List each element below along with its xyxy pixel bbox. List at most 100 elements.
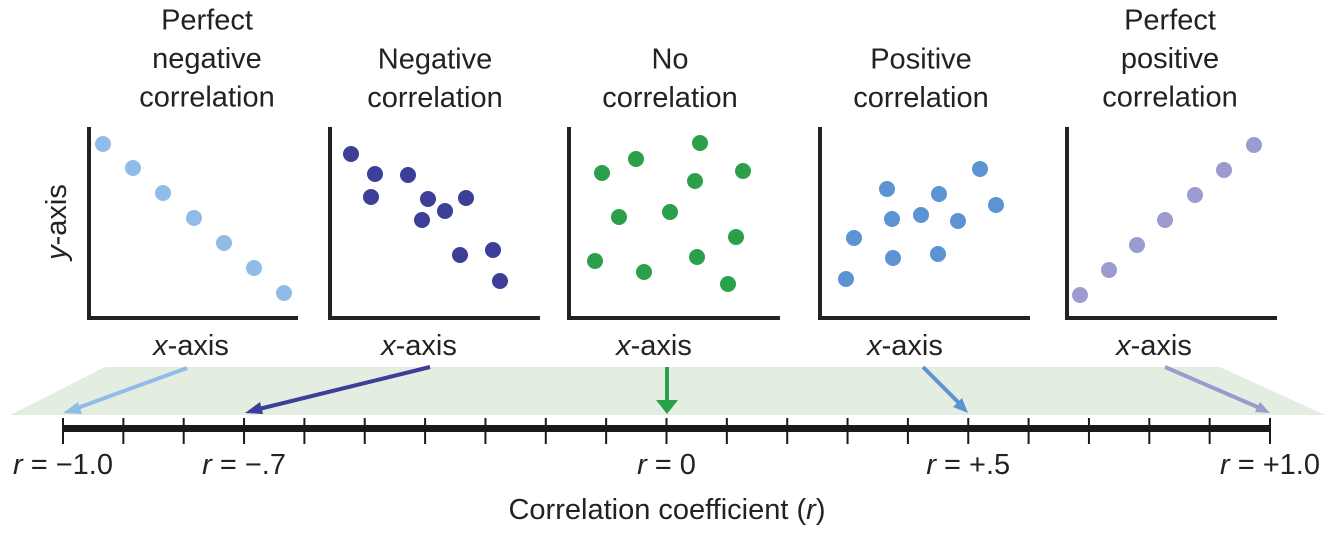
panel-title: Perfect — [1124, 5, 1216, 37]
text-part: -axis — [631, 330, 692, 362]
dot — [95, 136, 111, 152]
dot — [628, 151, 644, 167]
text-part: x — [1114, 330, 1132, 362]
dot — [594, 165, 610, 181]
dot — [1072, 287, 1088, 303]
text-part: r — [637, 449, 648, 481]
scale-label: r = 0 — [637, 449, 696, 481]
dot — [1246, 137, 1262, 153]
dot — [125, 160, 141, 176]
dot — [611, 209, 627, 225]
text-part: r — [202, 449, 213, 481]
dot — [735, 163, 751, 179]
number-line-ticks — [62, 418, 1271, 444]
dot — [452, 247, 468, 263]
panel-title: correlation — [1102, 82, 1237, 114]
dot — [276, 285, 292, 301]
dot — [492, 273, 508, 289]
panel-title: correlation — [367, 82, 502, 114]
text-part: x — [379, 330, 397, 362]
dot — [400, 167, 416, 183]
dot — [879, 181, 895, 197]
text-part: y — [41, 244, 73, 262]
dot — [931, 186, 947, 202]
scale-label: r = +1.0 — [1220, 449, 1320, 481]
scale-label: r = −.7 — [202, 449, 286, 481]
axes-frames — [87, 127, 1277, 320]
dot — [838, 271, 854, 287]
dot — [216, 235, 232, 251]
text-part: = −1.0 — [23, 449, 113, 481]
x-axis-label: x-axis — [151, 330, 229, 362]
panel-title: correlation — [602, 82, 737, 114]
text-part: r — [1220, 449, 1231, 481]
scale-title: Correlation coefficient (r) — [508, 494, 825, 526]
dot — [155, 185, 171, 201]
dot — [1101, 262, 1117, 278]
panel-title: correlation — [139, 82, 274, 114]
text-part: = +.5 — [936, 449, 1010, 481]
panel-title: negative — [152, 43, 262, 75]
dot — [587, 253, 603, 269]
x-axis-label: x-axis — [379, 330, 457, 362]
text-part: r — [806, 494, 817, 526]
dot — [687, 173, 703, 189]
dot — [414, 212, 430, 228]
text-part: x — [614, 330, 632, 362]
text-part: = +1.0 — [1230, 449, 1320, 481]
dot — [636, 264, 652, 280]
dot — [692, 135, 708, 151]
dot — [246, 260, 262, 276]
dot — [689, 249, 705, 265]
text-part: = −.7 — [212, 449, 286, 481]
dot — [885, 250, 901, 266]
text-part: -axis — [168, 330, 229, 362]
dot — [930, 246, 946, 262]
text-part: ) — [816, 494, 826, 526]
dot — [884, 211, 900, 227]
dot — [913, 207, 929, 223]
y-axis-label: y-axis — [41, 184, 73, 262]
dot — [662, 204, 678, 220]
dot — [437, 203, 453, 219]
panel-title: correlation — [853, 82, 988, 114]
panel-title: Perfect — [161, 5, 253, 37]
scale-label: r = −1.0 — [13, 449, 113, 481]
text-part: -axis — [41, 184, 73, 245]
scale-label: r = +.5 — [926, 449, 1010, 481]
dot — [1216, 162, 1232, 178]
dot — [988, 197, 1004, 213]
panel-title: Positive — [870, 44, 972, 76]
text-part: x — [151, 330, 169, 362]
dot — [485, 242, 501, 258]
panel-title: positive — [1121, 43, 1219, 75]
dot — [728, 229, 744, 245]
x-axis-label: x-axis — [1114, 330, 1192, 362]
dot — [420, 191, 436, 207]
x-axis-label: x-axis — [614, 330, 692, 362]
text-part: Correlation coefficient ( — [508, 494, 806, 526]
dot — [363, 189, 379, 205]
panel-title: No — [651, 44, 688, 76]
dot — [186, 210, 202, 226]
text-part: -axis — [396, 330, 457, 362]
dot — [343, 146, 359, 162]
dot — [1129, 237, 1145, 253]
dot — [367, 166, 383, 182]
dot — [1157, 212, 1173, 228]
text-part: r — [13, 449, 24, 481]
dot — [950, 213, 966, 229]
text-part: r — [926, 449, 937, 481]
dots — [95, 135, 1262, 303]
dot — [1187, 187, 1203, 203]
dot — [972, 161, 988, 177]
dot — [846, 230, 862, 246]
arrows — [63, 365, 1270, 414]
x-axis-label: x-axis — [865, 330, 943, 362]
text-part: -axis — [882, 330, 943, 362]
dot — [720, 276, 736, 292]
dot — [458, 190, 474, 206]
text-part: x — [865, 330, 883, 362]
text-part: = 0 — [647, 449, 696, 481]
